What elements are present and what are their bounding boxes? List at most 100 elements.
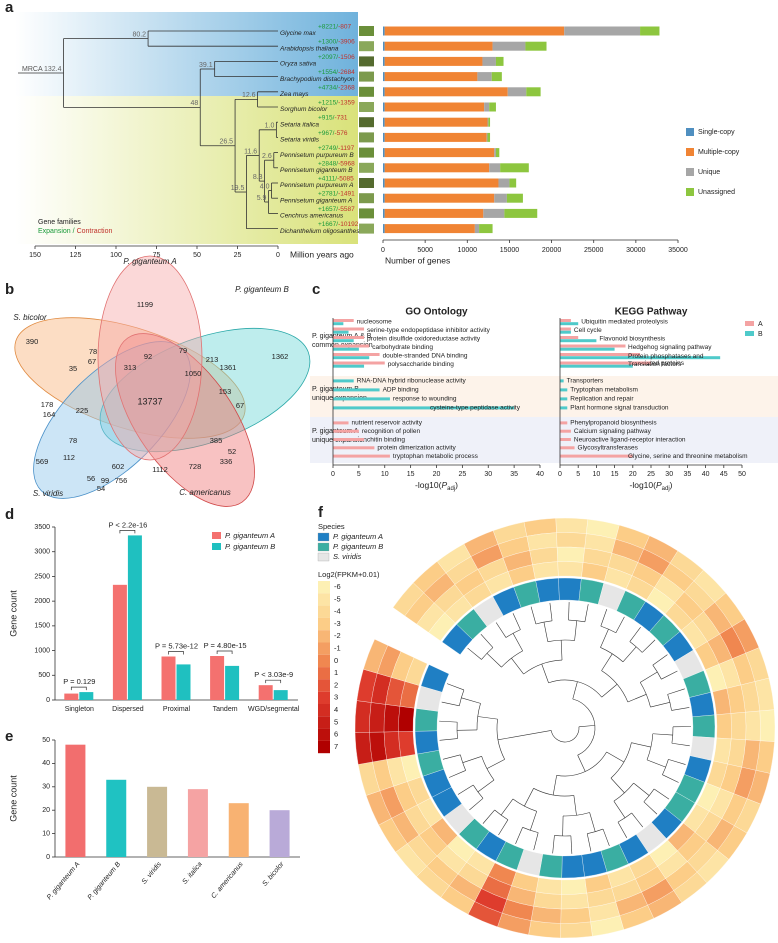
x-tick-label: 5	[357, 471, 361, 478]
legend-swatch	[745, 331, 754, 336]
bar-segment	[383, 102, 385, 112]
heat-cell	[560, 921, 593, 939]
bar-segment	[383, 132, 385, 142]
term-label: protein disulfide oxidoreductase activit…	[367, 336, 481, 343]
scale-label: 7	[334, 742, 338, 751]
dendrogram-arc	[460, 754, 466, 771]
dendrogram-branch	[640, 671, 658, 683]
term-label: Transporters	[567, 378, 604, 385]
y-tick-label: 20	[42, 807, 50, 814]
scale-label: -1	[334, 643, 341, 652]
legend-swatch	[212, 532, 221, 539]
term-label: Cell cycle	[574, 327, 602, 334]
node-age: 8.3	[253, 174, 263, 181]
species-name: Zea mays	[279, 91, 309, 98]
x-tick-label: P. giganteum A	[46, 861, 82, 902]
term-label: Calcium signaling pathway	[574, 428, 652, 435]
y-tick-label: 3000	[34, 549, 50, 556]
dendrogram-branch	[622, 646, 637, 663]
venn-count: 1361	[220, 363, 237, 372]
bar	[333, 438, 365, 441]
x-tick-label: 25	[647, 471, 655, 478]
scale-label: 5	[334, 717, 338, 726]
x-tick-label: 25000	[584, 247, 604, 254]
monocot-background	[15, 96, 358, 244]
x-tick-label: 5000	[417, 247, 433, 254]
dendrogram-branch	[586, 833, 592, 852]
venn-count: 13737	[137, 396, 162, 406]
scale-box	[318, 691, 330, 704]
species-cell	[561, 854, 585, 879]
node-age: 5.9	[257, 195, 267, 202]
significance-bracket	[265, 679, 282, 684]
dendrogram-branch	[573, 795, 577, 816]
significance-bracket	[168, 651, 184, 655]
scale-label: 1	[334, 668, 338, 677]
dendrogram-arc	[671, 726, 674, 744]
venn-count: 178	[41, 400, 54, 409]
dendrogram-branch	[477, 779, 495, 793]
legend-swatch	[686, 168, 694, 176]
dendrogram-branch	[530, 606, 537, 625]
dendrogram-branch	[439, 720, 458, 723]
bar-segment	[383, 178, 385, 188]
expansion: +967/	[318, 130, 335, 137]
bar-segment	[384, 117, 488, 127]
species-name: Glycine max	[280, 30, 317, 37]
heat-cell	[555, 517, 589, 534]
term-label: cysteine-type peptidase activity	[430, 405, 521, 412]
legend-swatch	[686, 128, 694, 136]
species-name: Pennisetum giganteum B	[280, 167, 353, 174]
legend-swatch	[317, 542, 330, 552]
term-label: serine-type endopeptidase inhibitor acti…	[367, 327, 491, 334]
bar-segment	[495, 56, 504, 66]
dendrogram-branch	[570, 835, 573, 854]
expansion: +2848/	[318, 160, 338, 167]
x-tick-label: 50	[193, 252, 201, 259]
contraction: -1491	[338, 190, 355, 197]
scale-box	[318, 605, 330, 618]
dendrogram-arc	[617, 812, 632, 823]
dendrogram-branch	[671, 742, 690, 747]
bar	[187, 789, 208, 857]
bar-segment	[384, 132, 487, 142]
dendrogram-branch	[469, 798, 484, 811]
bar-segment	[477, 72, 492, 82]
bar	[333, 344, 370, 348]
scale-box	[318, 617, 330, 631]
dendrogram-branch	[457, 784, 474, 795]
term-label: Replication and repair	[570, 396, 634, 403]
bar	[560, 364, 633, 368]
venn-set	[14, 317, 246, 439]
dendrogram-arc	[662, 759, 669, 775]
bar-segment	[383, 224, 385, 234]
x-tick-label: 40	[702, 471, 710, 478]
bar	[333, 319, 354, 322]
dendrogram-arc	[587, 828, 604, 834]
family-change: +4734/-2368	[318, 84, 355, 91]
venn-count: 313	[124, 363, 137, 372]
family-change: +2749/-1197	[318, 145, 355, 152]
node-age: 19.5	[231, 185, 245, 192]
bar	[560, 406, 568, 410]
x-axis-label: -log10(Padj)	[415, 480, 458, 491]
term-label: RNA-DNA hybrid ribonuclease activity	[357, 378, 467, 385]
x-tick-label: 15	[611, 471, 619, 478]
contraction-legend: Contraction	[77, 228, 113, 235]
bar-segment	[494, 148, 496, 158]
heat-cell	[560, 892, 589, 910]
contraction: -10192	[338, 221, 359, 228]
dendrogram-branch	[667, 688, 685, 695]
scale-box	[318, 581, 330, 594]
bar	[560, 353, 641, 356]
dendrogram-branch	[560, 640, 563, 661]
bar	[560, 361, 651, 365]
x-tick-label: 20000	[542, 247, 562, 254]
significance-bracket	[70, 686, 87, 691]
contraction: -5085	[337, 175, 354, 182]
dendrogram-branch	[511, 658, 524, 675]
species-cell	[535, 577, 560, 603]
expansion: +2781/	[318, 190, 338, 197]
bar-segment	[500, 163, 529, 173]
x-axis-label: Number of genes	[385, 255, 450, 265]
